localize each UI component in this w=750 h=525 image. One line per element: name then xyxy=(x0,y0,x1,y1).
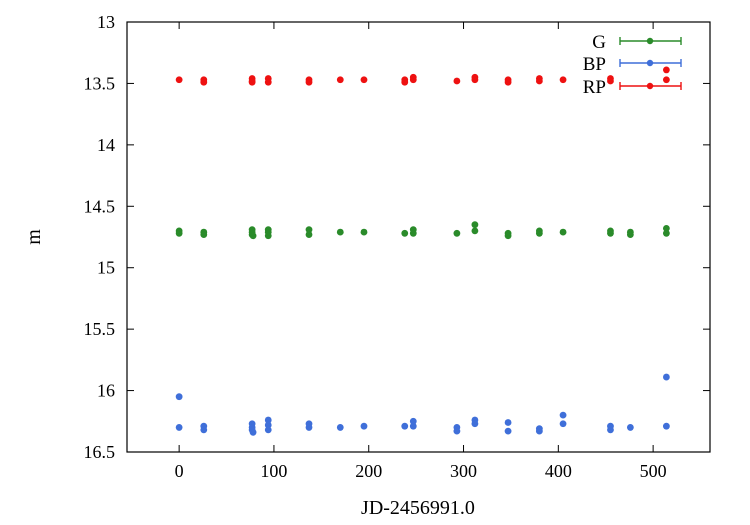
data-point-g xyxy=(535,229,543,237)
x-tick-label: 300 xyxy=(450,461,477,481)
data-point-g xyxy=(471,227,479,235)
x-tick-label: 100 xyxy=(260,461,287,481)
data-point-g xyxy=(249,232,257,240)
data-point-bp xyxy=(264,416,272,424)
data-point-bp xyxy=(264,426,272,434)
data-point-rp xyxy=(504,78,512,86)
data-point-g xyxy=(453,229,461,237)
series-g xyxy=(175,221,670,240)
x-axis-label: JD-2456991.0 xyxy=(361,497,475,519)
data-point-bp xyxy=(264,421,272,429)
data-point-rp xyxy=(409,76,417,84)
y-tick-label: 14 xyxy=(97,135,115,155)
data-point-bp xyxy=(535,427,543,435)
axis-ticks: 0 100 200 300 400 500 13 13.5 14 14.5 15 15.5 16 16.5 xyxy=(84,12,710,481)
series-bp xyxy=(175,373,670,436)
x-tick-label: 0 xyxy=(175,461,184,481)
x-tick-label: 400 xyxy=(545,461,572,481)
data-points xyxy=(175,66,670,436)
data-point-rp xyxy=(471,76,479,84)
data-point-bp xyxy=(175,393,183,401)
data-point-g xyxy=(559,228,567,236)
data-point-g xyxy=(360,228,368,236)
data-point-bp xyxy=(175,424,183,431)
data-point-g xyxy=(305,231,313,238)
data-point-bp xyxy=(453,427,461,435)
data-point-bp xyxy=(409,422,417,430)
data-point-rp xyxy=(175,76,183,84)
data-point-bp xyxy=(409,417,417,425)
data-point-rp xyxy=(662,66,670,74)
data-point-bp xyxy=(471,420,479,428)
data-point-bp xyxy=(559,411,567,419)
data-point-g xyxy=(175,229,183,237)
data-point-g xyxy=(607,229,614,237)
data-point-g xyxy=(626,231,634,238)
data-point-rp xyxy=(662,76,670,84)
data-point-g xyxy=(662,229,670,237)
data-point-g xyxy=(401,229,409,237)
legend-marker-bp xyxy=(619,59,682,67)
y-tick-label: 13.5 xyxy=(84,73,116,93)
y-tick-label: 13 xyxy=(97,12,115,32)
data-point-bp xyxy=(559,420,567,428)
data-point-bp xyxy=(662,373,670,381)
data-point-rp xyxy=(200,78,208,86)
y-tick-label: 14.5 xyxy=(84,196,116,216)
x-tick-label: 200 xyxy=(355,461,382,481)
data-point-g xyxy=(504,232,512,240)
y-tick-label: 16.5 xyxy=(84,442,116,462)
data-point-g xyxy=(264,232,272,240)
legend-label-rp: RP xyxy=(583,77,606,98)
y-tick-label: 16 xyxy=(97,381,115,401)
data-point-bp xyxy=(200,426,208,434)
data-point-g xyxy=(336,228,344,236)
data-point-bp xyxy=(626,424,634,431)
y-tick-label: 15 xyxy=(97,258,115,278)
data-point-rp xyxy=(535,77,543,85)
data-point-rp xyxy=(360,76,368,84)
x-tick-label: 500 xyxy=(640,461,667,481)
legend-label-g: G xyxy=(592,32,606,53)
data-point-bp xyxy=(504,419,512,426)
data-point-g xyxy=(409,229,417,237)
legend: G BP RP xyxy=(583,32,682,98)
y-axis-label: m xyxy=(23,229,45,245)
legend-label-bp: BP xyxy=(583,54,606,75)
series-rp xyxy=(175,66,670,86)
data-point-bp xyxy=(662,422,670,430)
data-point-rp xyxy=(305,78,313,86)
data-point-rp xyxy=(336,76,344,84)
data-point-rp xyxy=(607,77,614,85)
data-point-bp xyxy=(305,424,313,431)
data-point-bp xyxy=(360,422,368,430)
data-point-rp xyxy=(264,78,272,86)
data-point-rp xyxy=(248,78,256,86)
data-point-rp xyxy=(559,76,567,84)
legend-marker-rp xyxy=(619,82,682,90)
y-tick-label: 15.5 xyxy=(84,319,116,339)
data-point-bp xyxy=(249,428,257,436)
data-point-bp xyxy=(401,422,409,430)
legend-marker-g xyxy=(619,37,682,45)
data-point-rp xyxy=(453,77,461,85)
data-point-g xyxy=(200,231,208,238)
plot-frame xyxy=(126,21,711,453)
data-point-g xyxy=(662,225,670,232)
data-point-bp xyxy=(607,426,614,434)
data-point-g xyxy=(471,221,479,229)
data-point-g xyxy=(305,226,313,234)
data-point-rp xyxy=(401,78,409,86)
data-point-bp xyxy=(504,427,512,435)
data-point-bp xyxy=(336,424,344,431)
